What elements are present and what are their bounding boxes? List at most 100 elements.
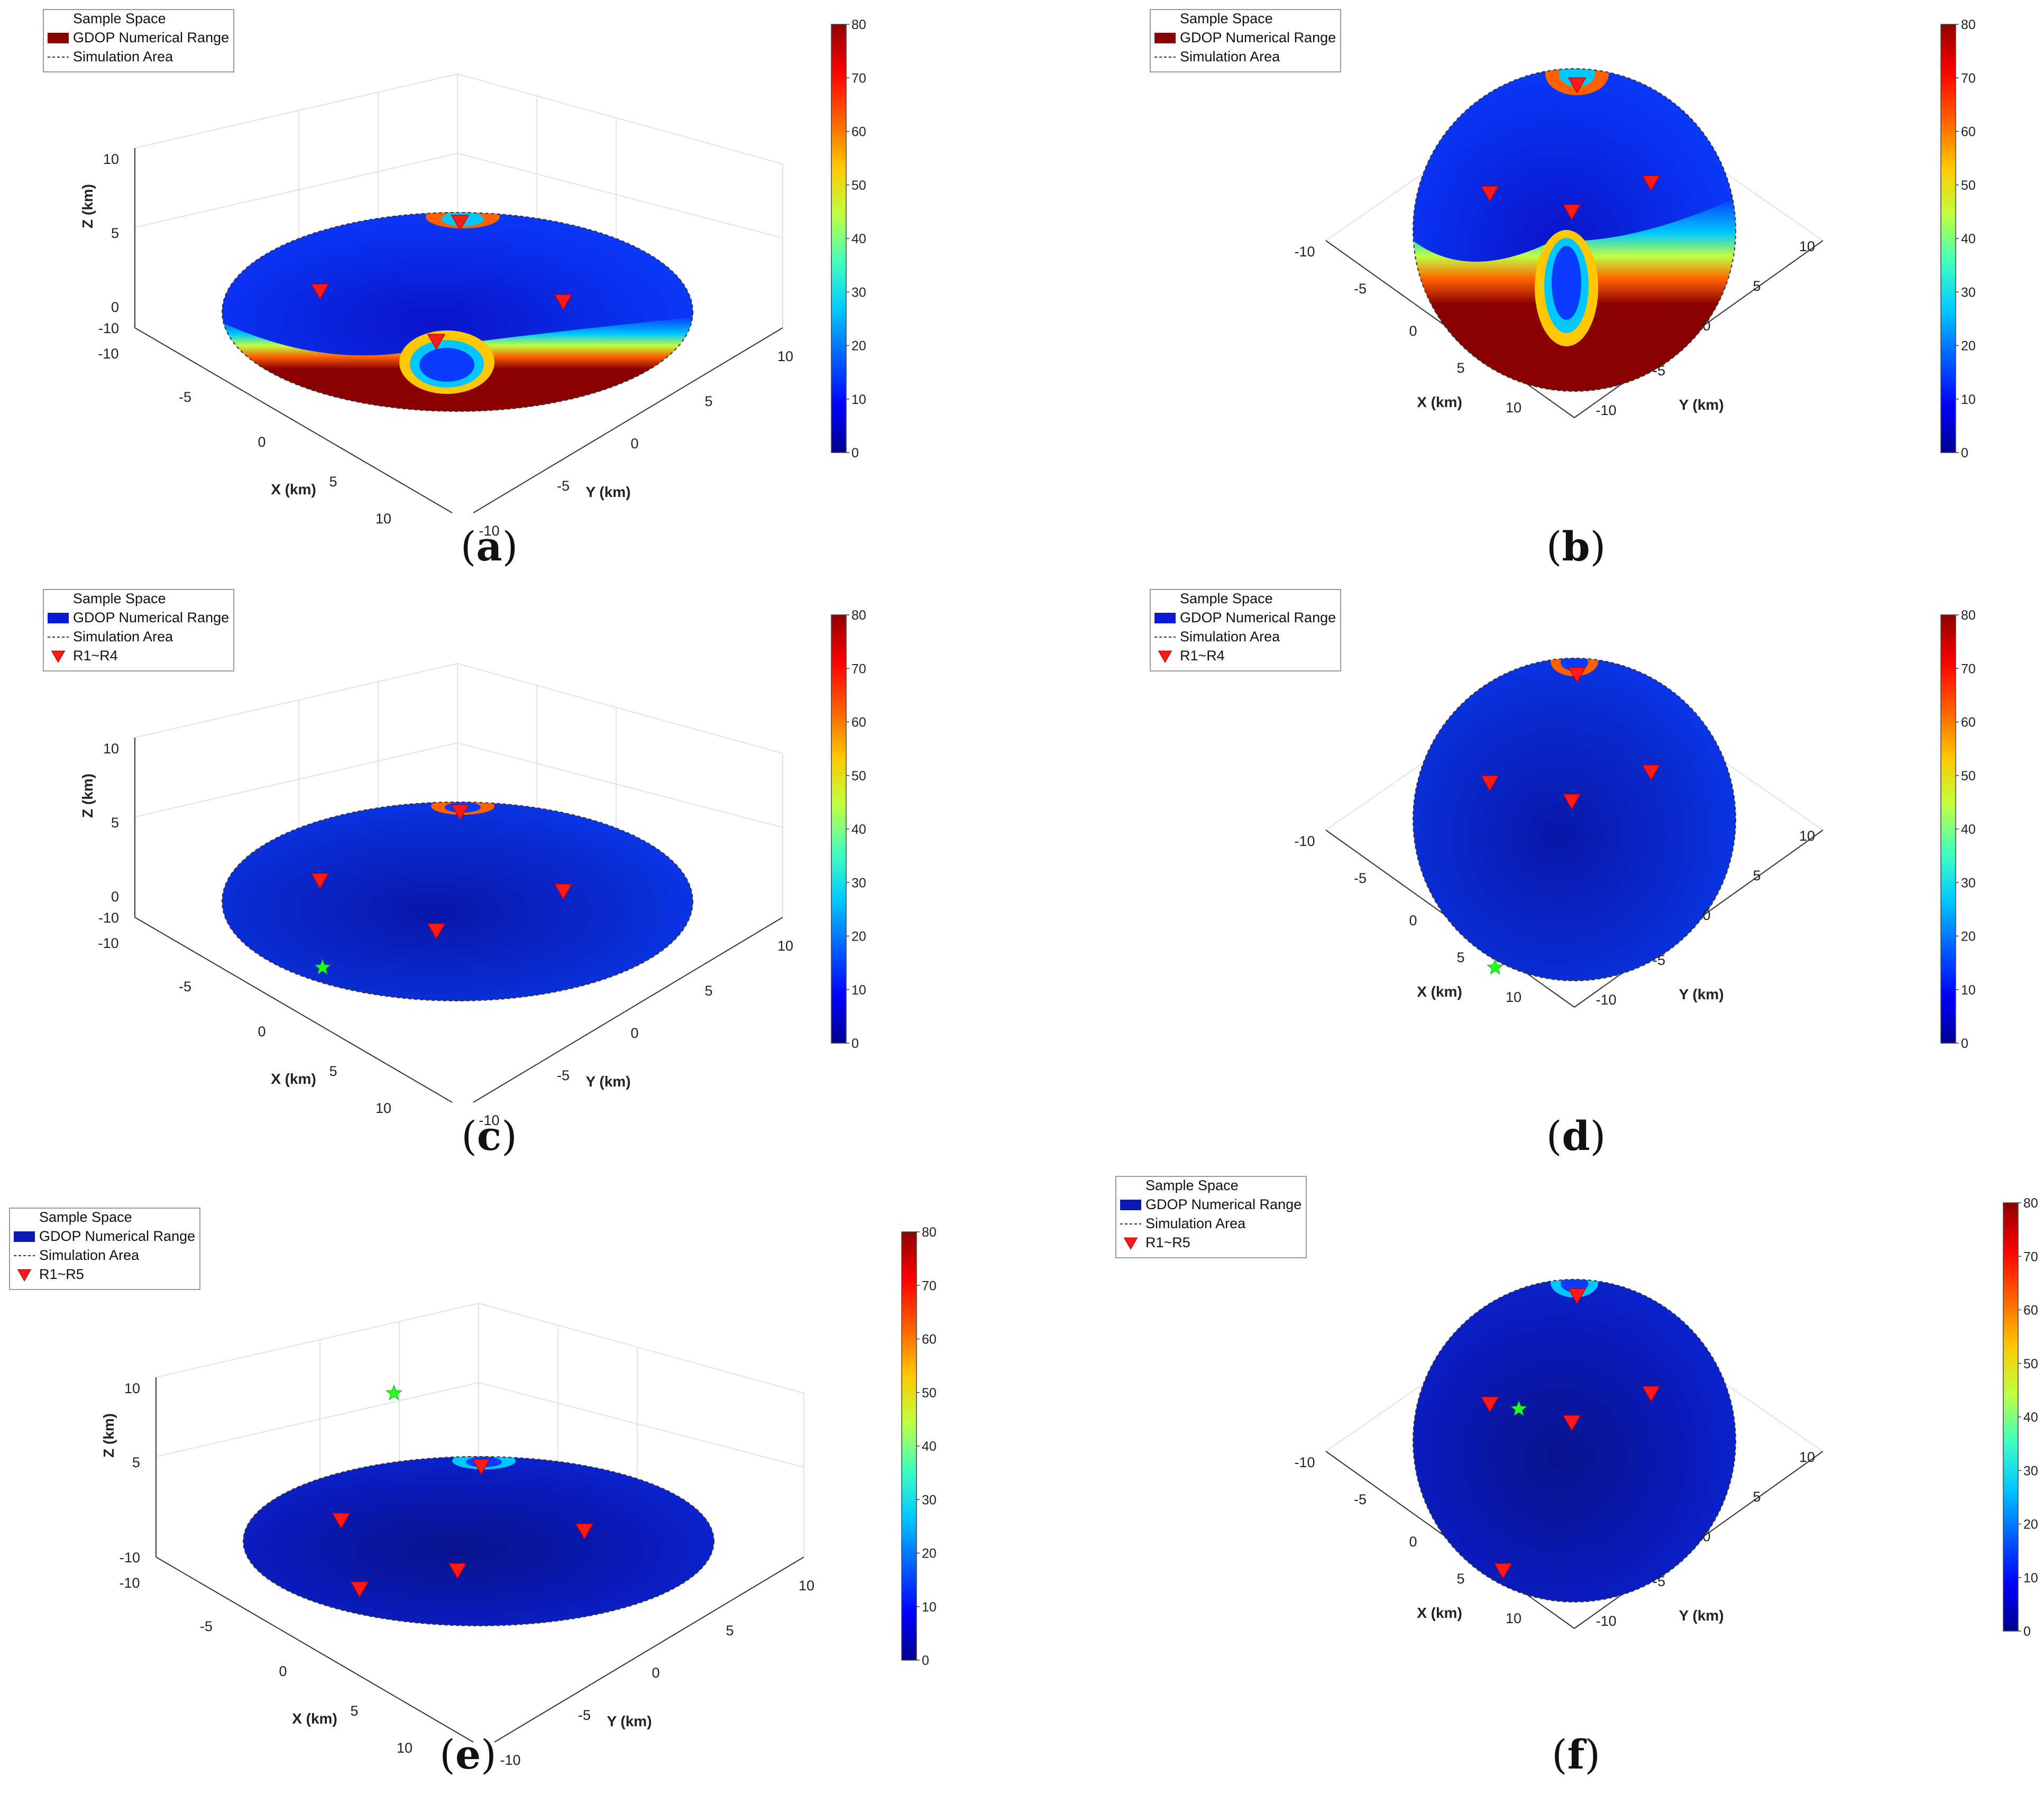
colorbar-tick-label: 50 <box>2023 1357 2038 1371</box>
simulation-area-boundary <box>243 1456 714 1626</box>
y-axis-label: Y (km) <box>607 1713 652 1729</box>
colorbar-tick-label: 20 <box>1961 339 1976 354</box>
panel-caption-letter: b <box>1562 523 1590 570</box>
x-axis-label: X (km) <box>1417 983 1462 1000</box>
receiver-marker <box>1480 186 1499 202</box>
colorbar-tick-label: 80 <box>851 608 866 623</box>
legend-box <box>1150 9 1341 72</box>
colorbar: 0 10 20 30 40 50 60 70 80 <box>831 608 866 1051</box>
z-axis-label: Z (km) <box>79 184 96 228</box>
y-tick-label: 10 <box>1799 238 1815 254</box>
x-tick-label: -5 <box>1354 870 1367 886</box>
receiver-marker <box>575 1523 594 1540</box>
panel-d: -10 -5 0 5 10 -10 -5 0 5 10 X (km) Y (km) 0 10 20 30 40 5… <box>1150 589 1976 1159</box>
colorbar: 0 10 20 30 40 50 60 70 80 <box>831 17 866 461</box>
gdop-surface <box>222 213 693 411</box>
colorbar-tick-label: 20 <box>851 339 866 354</box>
colorbar-tick-label: 20 <box>922 1546 937 1561</box>
receiver-marker <box>310 873 329 889</box>
y-axis-label: Y (km) <box>585 1073 630 1090</box>
x-axis-line <box>155 1557 474 1743</box>
gdop-surface <box>222 802 693 1001</box>
y-tick-label: -5 <box>1653 952 1665 968</box>
legend-swatch-receiver <box>1123 1237 1138 1250</box>
legend-label: GDOP Numerical Range <box>1145 1196 1301 1212</box>
y-tick-label: -5 <box>557 478 570 494</box>
legend-swatch-receiver <box>51 650 66 663</box>
x-tick-label: -5 <box>1354 1491 1367 1507</box>
y-axis-label: Y (km) <box>585 484 630 500</box>
panel-e: 10 5 -10 -10 -5 0 5 10 -10 -5 0 5 10 X (km) Y (km) Z (k… <box>9 1208 937 1778</box>
colorbar-tick-label: 80 <box>922 1225 937 1240</box>
legend-label: Sample Space <box>1145 1177 1239 1193</box>
x-tick-label: -5 <box>179 389 191 405</box>
legend-label: Simulation Area <box>73 629 173 644</box>
colorbar-tick-label: 70 <box>851 661 866 676</box>
receiver-marker <box>451 215 470 231</box>
x-tick-label: 5 <box>1456 360 1464 376</box>
panel-caption-letter: e <box>455 1731 481 1778</box>
panel-caption-letter: d <box>1562 1112 1590 1159</box>
gdop-surface <box>243 1457 714 1626</box>
colorbar-tick-label: 20 <box>2023 1517 2038 1532</box>
y-axis-line <box>473 327 783 513</box>
colorbar-bar <box>1940 24 1956 453</box>
y-tick-label: -10 <box>1596 1613 1616 1629</box>
receiver-marker <box>1568 667 1587 683</box>
legend-swatch-gdop <box>48 613 69 623</box>
colorbar-tick-label: 80 <box>1961 608 1976 623</box>
colorbar-tick-label: 50 <box>1961 178 1976 193</box>
x-tick-label: -10 <box>1294 244 1315 260</box>
gdop-surface <box>1413 69 1736 391</box>
z-tick-label: 5 <box>111 815 119 831</box>
grid-line <box>478 1303 804 1394</box>
z-tick-label: -10 <box>98 320 119 336</box>
colorbar-tick-label: 60 <box>1961 125 1976 140</box>
target-marker <box>1487 959 1504 975</box>
y-tick-label: 0 <box>1702 907 1710 923</box>
x-tick-label: 5 <box>1456 950 1464 965</box>
colorbar-tick-label: 20 <box>1961 929 1976 944</box>
colorbar-tick-label: 80 <box>1961 17 1976 32</box>
receiver-marker <box>1568 1288 1587 1304</box>
legend-label: GDOP Numerical Range <box>73 30 229 45</box>
x-tick-label: -10 <box>1294 1454 1315 1470</box>
legend-swatch-receiver <box>17 1269 32 1282</box>
x-tick-label: -5 <box>1354 281 1367 297</box>
colorbar-tick-label: 40 <box>2023 1410 2038 1425</box>
colorbar: 0 10 20 30 40 50 60 70 80 <box>1940 608 1976 1051</box>
x-axis-label: X (km) <box>292 1710 337 1727</box>
colorbar-tick-label: 10 <box>1961 392 1976 407</box>
colorbar-tick-label: 30 <box>1961 876 1976 890</box>
receiver-marker <box>1642 1386 1661 1402</box>
legend-label: Simulation Area <box>1180 49 1280 65</box>
colorbar-tick-label: 30 <box>851 876 866 890</box>
z-tick-label: -10 <box>120 1550 140 1566</box>
legend-box <box>43 589 234 671</box>
y-tick-label: -10 <box>1596 402 1616 418</box>
colorbar-tick-label: 50 <box>851 769 866 784</box>
legend: Sample Space GDOP Numerical Range Simulati… <box>43 589 234 671</box>
z-tick-label: -10 <box>98 910 119 926</box>
target-marker <box>314 959 331 975</box>
simulation-area-boundary <box>1413 658 1736 981</box>
colorbar-tick-label: 30 <box>2023 1463 2038 1478</box>
receiver-marker <box>350 1581 369 1598</box>
x-axis-label: X (km) <box>271 481 316 498</box>
grid-line <box>134 663 458 738</box>
y-tick-label: -10 <box>479 523 499 539</box>
panel-caption-letter: f <box>1568 1731 1587 1778</box>
panel-caption: (c) <box>461 1112 517 1159</box>
legend: Sample Space GDOP Numerical Range Simulati… <box>43 9 234 72</box>
panel-caption: (d) <box>1546 1112 1606 1159</box>
legend-label: Simulation Area <box>39 1247 140 1263</box>
simulation-area-boundary <box>222 802 693 1001</box>
z-tick-label: 5 <box>132 1454 140 1470</box>
receiver-marker <box>1493 1563 1513 1579</box>
y-tick-label: -5 <box>1653 1573 1665 1589</box>
colorbar-tick-label: 10 <box>851 983 866 998</box>
grid-line <box>457 73 783 164</box>
y-axis-label: Y (km) <box>1679 986 1724 1002</box>
x-axis-label: X (km) <box>1417 394 1462 410</box>
